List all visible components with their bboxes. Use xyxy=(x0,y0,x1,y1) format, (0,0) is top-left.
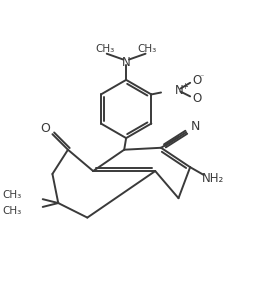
Text: +: + xyxy=(181,82,188,91)
Text: NH₂: NH₂ xyxy=(202,172,225,185)
Text: CH₃: CH₃ xyxy=(95,44,114,54)
Text: ⁻: ⁻ xyxy=(200,72,204,81)
Text: CH₃: CH₃ xyxy=(2,206,21,216)
Text: O: O xyxy=(41,122,51,135)
Text: N: N xyxy=(190,120,200,133)
Text: N: N xyxy=(122,56,131,69)
Text: CH₃: CH₃ xyxy=(138,44,157,54)
Text: N: N xyxy=(175,84,183,97)
Text: O: O xyxy=(192,74,201,87)
Text: CH₃: CH₃ xyxy=(2,190,21,200)
Text: O: O xyxy=(192,92,201,105)
